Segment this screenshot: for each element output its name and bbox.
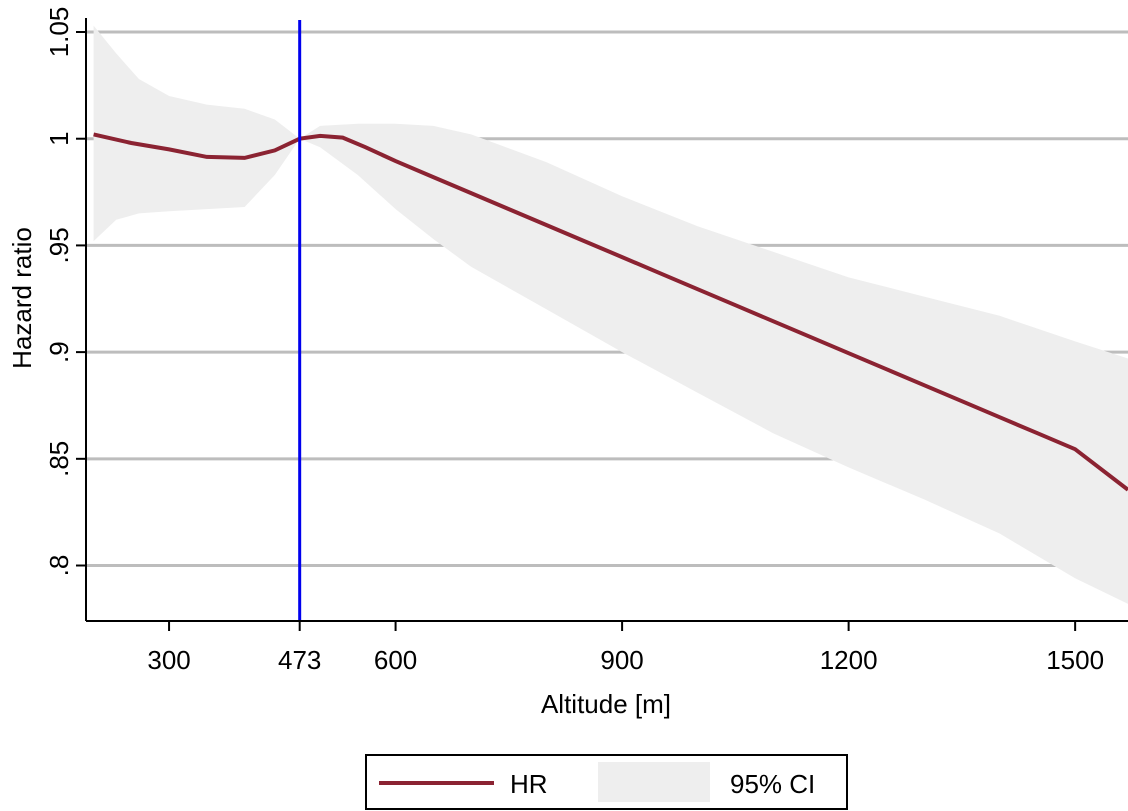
y-tick-label-5: 1.05 [44,7,74,58]
y-tick-label-0: .8 [44,555,74,577]
y-ticks: .8 .85 .9 .95 1 1.05 [44,7,86,577]
legend-hr-label: HR [510,769,548,799]
legend-ci-label: 95% CI [730,769,815,799]
x-tick-label-4: 1200 [820,645,878,675]
y-axis-label: Hazard ratio [7,227,37,369]
x-tick-label-5: 1500 [1046,645,1104,675]
y-tick-label-4: 1 [44,131,74,145]
x-tick-label-2: 600 [374,645,417,675]
x-tick-label-1: 473 [278,645,321,675]
axes [85,18,1128,622]
ci-band [93,25,1128,604]
x-axis-label: Altitude [m] [541,689,671,719]
y-tick-label-2: .9 [44,341,74,363]
hr-line [93,132,1128,492]
legend-ci-swatch [598,762,710,802]
x-ticks: 300 473 600 900 1200 1500 [147,621,1104,675]
y-tick-label-1: .85 [44,441,74,477]
legend: HR 95% CI [365,754,848,810]
x-tick-label-3: 900 [600,645,643,675]
x-tick-label-0: 300 [147,645,190,675]
y-tick-label-3: .95 [44,227,74,263]
